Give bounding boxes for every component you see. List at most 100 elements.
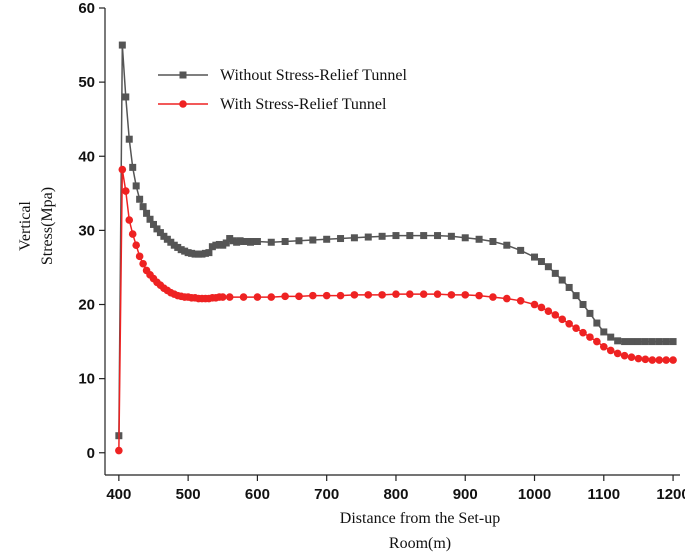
data-point [433,290,442,298]
x-tick-label: 900 [453,486,478,503]
data-point [295,292,303,301]
data-point [551,269,559,277]
data-point [537,303,546,312]
data-point [253,238,261,245]
data-point [350,234,358,242]
data-point [121,187,130,195]
data-point [149,220,157,228]
data-point [544,307,553,315]
y-tick-label: 0 [87,445,95,462]
data-point [655,356,664,364]
x-axis-title-line1: Distance from the Set-up [340,510,500,527]
x-axis-title-line2: Room(m) [389,535,451,552]
data-point [531,253,539,261]
data-point [489,293,497,301]
legend-marker [179,100,187,108]
data-point [309,291,317,300]
data-point [606,346,615,355]
y-axis-title-line2: Stress(Mpa) [39,187,56,265]
data-point [419,290,428,298]
x-tick-label: 400 [106,486,131,503]
data-point [364,233,372,241]
series-layer [115,41,677,455]
data-point [118,165,127,174]
data-point [662,338,670,346]
legend-label: Without Stress-Relief Tunnel [220,67,407,84]
data-point [322,291,331,300]
data-point [614,337,622,345]
legend-marker [179,71,187,79]
data-point [558,276,566,284]
data-point [503,294,511,303]
data-point [641,355,650,364]
data-point [115,446,123,455]
data-point [516,297,525,305]
data-point [222,239,230,247]
data-point [648,338,656,346]
data-point [309,236,317,244]
series-without-tunnel [115,41,677,440]
data-point [461,291,470,299]
data-point [579,301,587,309]
data-point [336,291,345,300]
data-point [281,292,289,301]
data-point [139,203,147,211]
data-point [378,232,386,240]
data-point [586,309,594,317]
data-point [634,354,643,363]
data-point [225,293,234,301]
data-point [135,252,144,261]
data-point [475,291,483,300]
data-point [565,319,573,328]
data-point [579,328,587,337]
data-point [572,292,580,300]
y-tick-label: 20 [78,297,95,314]
data-point [406,232,414,240]
series-with-tunnel [115,165,677,455]
y-axis-title-line1: Vertical [17,201,34,251]
data-point [461,234,469,242]
data-point [586,333,594,341]
data-point [253,293,262,301]
data-point [132,241,140,250]
data-point [132,182,140,190]
data-point [364,291,373,299]
data-point [118,41,126,49]
y-tick-label: 30 [78,222,95,239]
data-point [634,338,642,346]
data-point [475,235,483,243]
data-point [517,246,525,254]
y-tick-label: 60 [78,0,95,17]
data-point [613,349,622,358]
data-point [447,232,455,240]
data-point [406,290,414,298]
data-point [323,235,331,243]
data-point [599,342,608,351]
data-point [641,338,649,346]
x-tick-label: 600 [245,486,270,503]
data-point [122,93,130,101]
data-point [337,235,345,243]
data-point [392,290,400,298]
data-point [143,209,151,217]
data-point [139,259,147,268]
data-point [627,353,636,361]
x-tick-label: 800 [383,486,408,503]
data-point [281,238,289,245]
legend: Without Stress-Relief Tunnel With Stress-… [158,67,407,113]
data-point [205,249,213,257]
data-point [551,311,560,319]
data-point [544,263,552,271]
legend-label: With Stress-Relief Tunnel [220,96,387,113]
data-point [669,338,677,346]
data-point [621,338,629,346]
data-point [607,333,615,341]
data-point [600,328,608,336]
x-tick-label: 700 [314,486,339,503]
x-tick-label: 1000 [518,486,551,503]
data-point [146,215,154,223]
y-tick-label: 40 [78,148,95,165]
axes: 0 10 20 30 40 50 60 400 500 600 700 800 900 1000 1100 1… [78,0,685,503]
